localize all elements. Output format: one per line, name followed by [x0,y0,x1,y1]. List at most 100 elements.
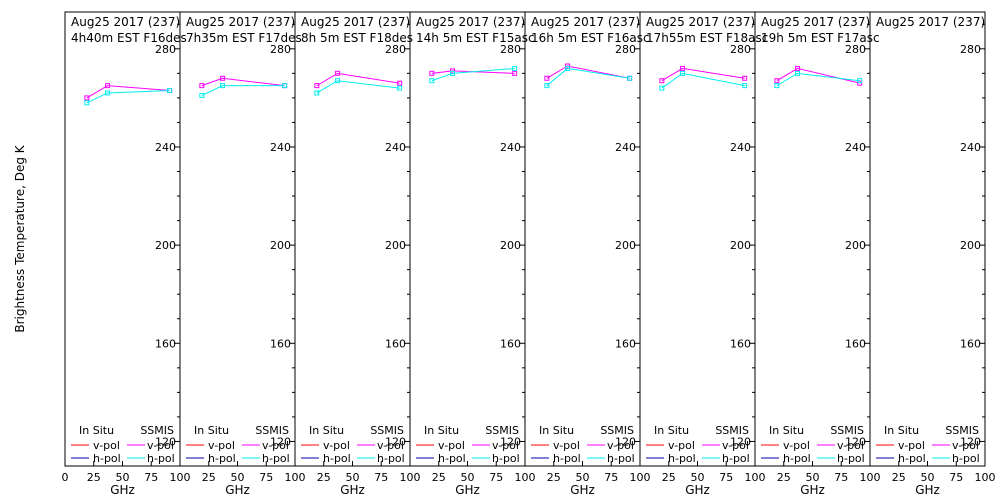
legend-insitu-hpol-label: h-pol [898,452,926,465]
y-tick-label: 240 [730,141,751,154]
ssmis-hpol-point [314,90,320,96]
legend-insitu-hpol-label: h-pol [208,452,236,465]
x-tick-label: 25 [87,471,101,484]
ssmis-hpol-line [776,72,860,87]
legend-insitu-heading: In Situ [79,424,114,437]
legend-ssmis-hpol-label: h-pol [607,452,635,465]
y-tick-label: 120 [270,435,291,448]
ssmis-hpol-point [774,83,780,89]
ssmis-vpol-point [335,70,341,76]
y-tick-label: 240 [500,141,521,154]
legend-insitu-vpol-label: v-pol [783,439,810,452]
y-tick-label: 280 [155,43,176,56]
x-tick-label: 25 [547,471,561,484]
y-tick-label: 280 [960,43,981,56]
y-tick-label: 160 [500,337,521,350]
legend-ssmis-vpol-label: v-pol [607,439,634,452]
legend-ssmis-hpol-label: h-pol [952,452,980,465]
y-tick-label: 120 [730,435,751,448]
ssmis-hpol-point [512,65,518,71]
panel-time-title: 19h 5m EST F17asc [761,31,880,45]
panel-date-title: Aug25 2017 (237) [71,15,180,29]
x-axis-title: GHz [915,483,940,497]
x-tick-label: 75 [374,471,388,484]
panel-date-title: Aug25 2017 (237) [531,15,640,29]
ssmis-vpol-line [201,77,285,87]
panel-date-title: Aug25 2017 (237) [416,15,525,29]
y-tick-label: 200 [615,239,636,252]
ssmis-vpol-point [314,83,320,89]
ssmis-vpol-point [512,70,518,76]
legend-insitu-heading: In Situ [654,424,689,437]
ssmis-hpol-point [627,75,633,81]
x-tick-label: 75 [259,471,273,484]
legend-ssmis-heading: SSMIS [255,424,289,437]
legend-insitu-vpol-label: v-pol [323,439,350,452]
x-tick-label: 25 [432,471,446,484]
y-tick-label: 200 [270,239,291,252]
x-axis-title: GHz [455,483,480,497]
x-tick-label: 75 [949,471,963,484]
ssmis-hpol-line [546,67,630,87]
legend-insitu-hpol-label: h-pol [323,452,351,465]
x-tick-label: 50 [231,471,245,484]
x-tick-label: 50 [691,471,705,484]
x-tick-label: 100 [400,471,421,484]
x-tick-label: 75 [144,471,158,484]
x-tick-label: 25 [777,471,791,484]
ssmis-hpol-point [680,70,686,76]
y-tick-label: 240 [155,141,176,154]
x-tick-label: 0 [62,471,69,484]
legend-insitu-vpol-label: v-pol [438,439,465,452]
legend-insitu-heading: In Situ [424,424,459,437]
ssmis-hpol-point [659,85,665,91]
panel-time-title: 7h35m EST F17des [186,31,302,45]
x-axis-title: GHz [110,483,135,497]
x-axis-title: GHz [340,483,365,497]
x-tick-label: 75 [719,471,733,484]
y-tick-label: 160 [615,337,636,350]
legend-ssmis-vpol-label: v-pol [722,439,749,452]
x-tick-label: 100 [170,471,191,484]
legend-ssmis-vpol-label: v-pol [492,439,519,452]
ssmis-vpol-line [661,67,745,82]
legend-ssmis-hpol-label: h-pol [837,452,865,465]
legend-ssmis-hpol-label: h-pol [262,452,290,465]
y-axis-title: Brightness Temperature, Deg K [13,144,27,332]
y-tick-label: 240 [385,141,406,154]
y-tick-label: 160 [960,337,981,350]
ssmis-vpol-point [105,83,111,89]
ssmis-hpol-point [199,92,205,98]
legend-insitu-heading: In Situ [769,424,804,437]
ssmis-hpol-point [795,70,801,76]
ssmis-hpol-line [86,90,170,104]
legend-insitu-hpol-label: h-pol [783,452,811,465]
x-tick-label: 75 [489,471,503,484]
ssmis-vpol-point [680,65,686,71]
x-axis-title: GHz [800,483,825,497]
legend-insitu-heading: In Situ [539,424,574,437]
x-tick-label: 25 [662,471,676,484]
ssmis-hpol-line [201,85,285,96]
y-tick-label: 240 [270,141,291,154]
ssmis-vpol-line [316,72,400,87]
legend-insitu-hpol-label: h-pol [668,452,696,465]
x-tick-label: 100 [515,471,536,484]
y-tick-label: 200 [960,239,981,252]
ssmis-vpol-point [397,80,403,86]
legend-ssmis-hpol-label: h-pol [377,452,405,465]
ssmis-vpol-point [429,70,435,76]
panel-time-title: 4h40m EST F16des [71,31,187,45]
legend-insitu-hpol-label: h-pol [93,452,121,465]
panel-date-title: Aug25 2017 (237) [186,15,295,29]
y-tick-label: 160 [845,337,866,350]
x-tick-label: 25 [892,471,906,484]
x-tick-label: 50 [921,471,935,484]
legend-ssmis-hpol-label: h-pol [492,452,520,465]
panel-date-title: Aug25 2017 (237) [646,15,755,29]
ssmis-vpol-point [774,78,780,84]
y-tick-label: 200 [155,239,176,252]
ssmis-hpol-point [167,88,173,94]
